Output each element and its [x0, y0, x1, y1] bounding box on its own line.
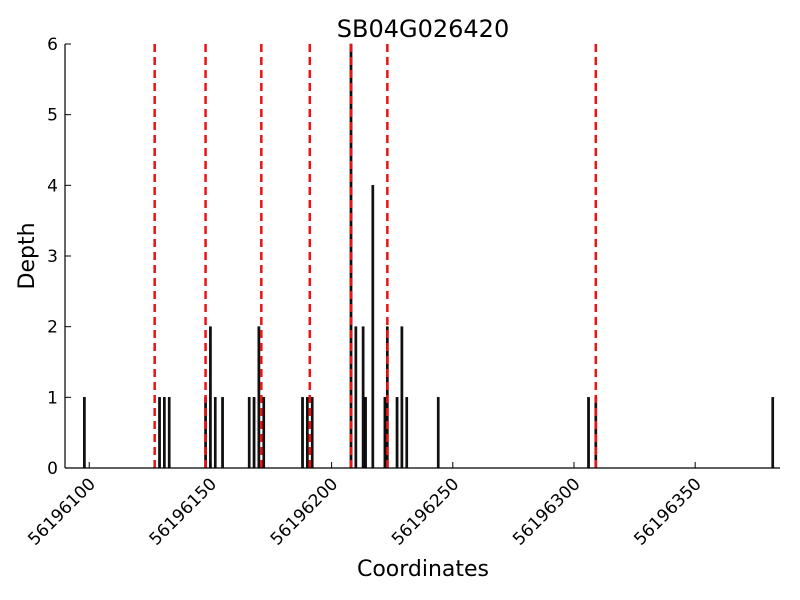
bar-3	[167, 397, 171, 469]
bar-23	[400, 326, 404, 469]
reference-lines-layer	[153, 44, 598, 468]
y-tick-label-1: 1	[47, 388, 58, 408]
bar-20	[383, 397, 387, 469]
bar-10	[257, 326, 261, 469]
bar-19	[371, 185, 375, 469]
bar-27	[594, 397, 598, 469]
bar-28	[771, 397, 775, 469]
bar-5	[209, 326, 212, 469]
x-ticks-layer: 56196100 56196150 56196200 56196250 56196300…	[24, 462, 706, 550]
x-axis-label: Coordinates	[357, 557, 489, 582]
chart-title: SB04G026420	[337, 15, 509, 43]
bar-26	[587, 397, 590, 469]
bar-9	[252, 397, 256, 469]
bar-7	[221, 397, 224, 469]
bar-4	[204, 397, 207, 469]
bar-14	[310, 397, 314, 469]
x-tick-label-2: 56196200	[267, 474, 342, 549]
bar-1	[158, 397, 161, 469]
bar-16	[354, 326, 358, 469]
y-tick-label-4: 4	[47, 176, 58, 196]
y-tick-label-3: 3	[47, 247, 58, 267]
bar-13	[306, 397, 309, 469]
x-tick-label-4: 56196300	[509, 474, 584, 549]
bar-6	[213, 397, 217, 469]
bar-17	[361, 326, 365, 469]
y-tick-label-0: 0	[47, 459, 58, 479]
y-tick-label-5: 5	[47, 106, 58, 126]
bar-12	[301, 397, 304, 469]
y-tick-label-2: 2	[47, 318, 58, 338]
x-tick-label-3: 56196250	[388, 474, 463, 549]
x-tick-label-5: 56196350	[630, 474, 705, 549]
y-ticks-layer: 0 1 2 3 4 5 6	[47, 35, 71, 479]
bars-layer	[83, 43, 775, 469]
bar-8	[247, 397, 251, 469]
axes-layer	[64, 44, 780, 469]
bar-22	[395, 397, 399, 469]
bar-0	[83, 397, 86, 469]
bar-18	[364, 397, 367, 469]
x-tick-label-1: 56196150	[146, 474, 221, 549]
bar-25	[436, 397, 440, 469]
bar-2	[163, 397, 166, 469]
y-axis-label: Depth	[15, 222, 40, 289]
x-tick-label-0: 56196100	[24, 474, 99, 549]
bar-24	[405, 397, 409, 469]
y-tick-label-6: 6	[47, 35, 58, 55]
bar-11	[262, 397, 266, 469]
